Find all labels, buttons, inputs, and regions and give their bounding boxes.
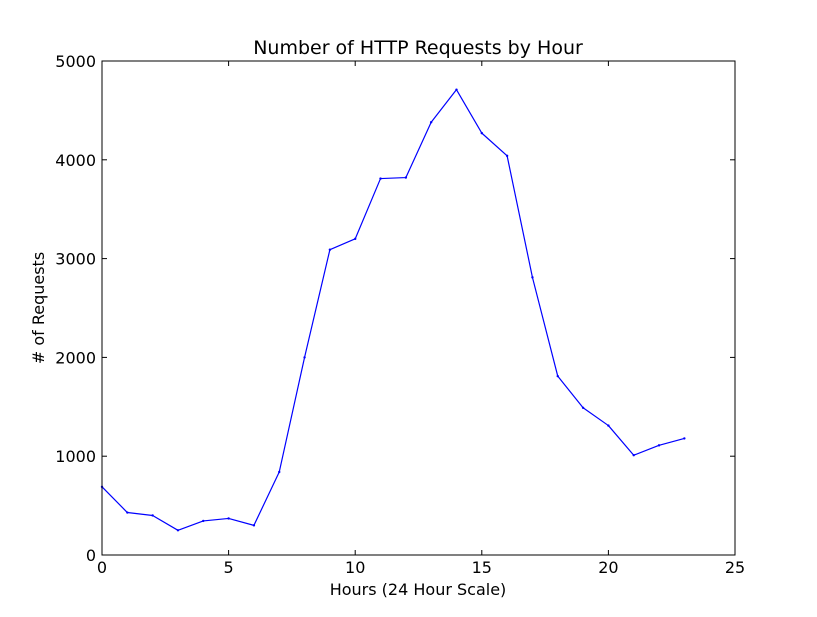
data-point	[202, 519, 205, 523]
data-point	[151, 514, 154, 517]
data-point	[328, 248, 332, 251]
data-point	[480, 131, 483, 135]
data-point	[252, 524, 256, 527]
x-tick-label: 25	[725, 558, 745, 577]
data-point	[505, 154, 509, 158]
x-tick-label: 20	[598, 558, 618, 577]
y-tick-label: 2000	[55, 348, 96, 367]
data-point	[176, 529, 180, 532]
data-point	[354, 237, 357, 241]
series-line	[101, 89, 685, 531]
data-point	[581, 406, 585, 409]
data-point	[429, 121, 433, 124]
y-tick-label: 1000	[55, 447, 96, 466]
data-point	[657, 444, 661, 447]
data-point	[632, 454, 635, 457]
data-point	[278, 470, 281, 474]
y-tick-label: 5000	[55, 52, 96, 71]
data-point	[227, 517, 230, 520]
data-point	[683, 437, 686, 440]
data-point	[404, 176, 408, 179]
data-point	[556, 374, 559, 378]
data-point	[379, 177, 382, 180]
chart-title: Number of HTTP Requests by Hour	[253, 37, 583, 59]
y-tick-label: 0	[86, 546, 96, 565]
x-axis-label: Hours (24 Hour Scale)	[330, 580, 507, 599]
y-tick-label: 4000	[55, 151, 96, 170]
x-tick-label: 5	[224, 558, 234, 577]
data-point	[126, 511, 129, 514]
data-point	[303, 356, 306, 359]
y-axis-label: # of Requests	[29, 252, 48, 364]
data-point	[531, 276, 534, 279]
plot-frame	[101, 60, 736, 556]
data-point	[607, 424, 610, 427]
data-point	[455, 88, 458, 91]
x-tick-label: 10	[345, 558, 365, 577]
x-tick-label: 15	[472, 558, 492, 577]
y-tick-label: 3000	[55, 250, 96, 269]
x-tick-label: 0	[97, 558, 107, 577]
